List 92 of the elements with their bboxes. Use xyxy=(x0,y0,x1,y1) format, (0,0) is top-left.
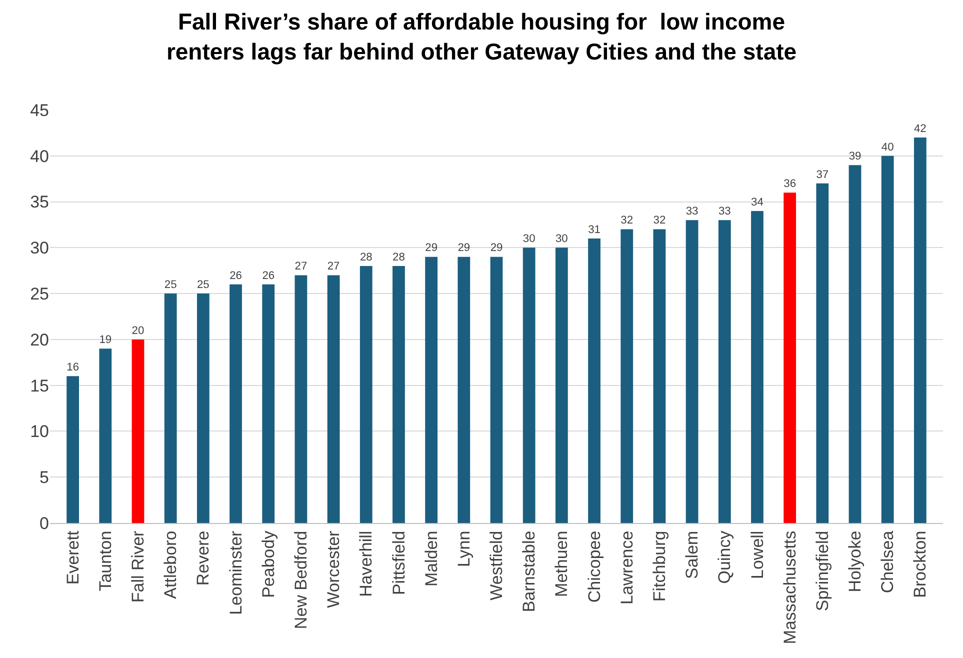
data-label: 34 xyxy=(751,196,764,208)
data-label: 30 xyxy=(556,233,568,246)
data-label: 16 xyxy=(66,362,80,374)
bar xyxy=(196,294,210,523)
bar xyxy=(392,266,405,523)
data-label: 27 xyxy=(327,260,340,273)
data-label: 40 xyxy=(881,141,894,154)
x-tick-label: Pittsfield xyxy=(389,530,408,596)
x-tick-label: Lowell xyxy=(748,530,767,580)
x-tick-label: Holyoke xyxy=(846,530,865,592)
data-label: 28 xyxy=(392,251,405,264)
x-tick-label: Malden xyxy=(422,530,441,587)
data-label: 37 xyxy=(816,168,829,181)
x-tick-label: Revere xyxy=(194,530,213,586)
x-tick-label: Everett xyxy=(63,530,82,585)
bar xyxy=(881,156,894,523)
bar xyxy=(360,266,372,523)
data-label: 42 xyxy=(914,122,926,135)
y-tick-label: 35 xyxy=(30,192,49,212)
x-tick-label: Haverhill xyxy=(356,530,376,597)
x-tick-label: Leominster xyxy=(226,530,246,615)
bar xyxy=(914,138,926,523)
x-tick-label: Massachusetts xyxy=(780,530,800,644)
y-tick-label: 5 xyxy=(40,468,49,488)
bar xyxy=(99,348,112,523)
y-tick-label: 30 xyxy=(30,238,49,258)
data-label: 33 xyxy=(686,206,698,218)
bar xyxy=(848,165,862,523)
x-tick-label: Methuen xyxy=(552,530,572,597)
y-tick-label: 10 xyxy=(30,422,49,442)
x-tick-label: Brockton xyxy=(910,530,930,598)
data-label: 39 xyxy=(848,150,862,162)
y-tick-label: 25 xyxy=(30,284,49,304)
x-tick-label: Quincy xyxy=(715,530,734,584)
bar xyxy=(686,220,698,523)
bar xyxy=(718,220,731,523)
bar xyxy=(294,275,308,523)
data-label: 31 xyxy=(588,224,600,236)
bar xyxy=(230,284,242,523)
data-label: 36 xyxy=(784,178,796,190)
x-tick-label: Attleboro xyxy=(161,530,180,599)
bar xyxy=(66,376,80,523)
bar xyxy=(164,294,177,523)
data-label: 29 xyxy=(490,242,503,254)
bar xyxy=(490,256,503,523)
bar xyxy=(588,238,600,523)
bar xyxy=(653,229,666,523)
y-tick-label: 20 xyxy=(30,330,49,350)
x-tick-label: Chicopee xyxy=(584,530,604,603)
bar xyxy=(555,248,568,523)
data-label: 20 xyxy=(132,324,144,337)
bar xyxy=(425,256,438,523)
bar xyxy=(751,210,764,523)
data-label: 32 xyxy=(620,214,634,227)
data-label: 27 xyxy=(294,260,308,273)
data-label: 29 xyxy=(425,242,438,254)
data-label: 33 xyxy=(718,206,731,218)
data-label: 25 xyxy=(164,278,177,291)
data-label: 28 xyxy=(360,251,372,264)
y-tick-label: 45 xyxy=(30,100,49,120)
data-label: 25 xyxy=(197,278,210,291)
data-label: 26 xyxy=(230,270,242,282)
bar xyxy=(816,183,829,523)
bar xyxy=(458,256,470,523)
data-label: 32 xyxy=(653,214,666,227)
bar xyxy=(132,339,144,523)
bar xyxy=(327,275,340,523)
data-label: 26 xyxy=(262,270,275,282)
x-tick-label: Fitchburg xyxy=(650,530,669,602)
x-tick-label: Salem xyxy=(682,530,702,579)
x-tick-label: New Bedford xyxy=(291,530,310,630)
bar xyxy=(620,229,634,523)
y-tick-label: 15 xyxy=(30,376,49,396)
x-tick-label: Springfield xyxy=(812,530,832,612)
y-tick-label: 40 xyxy=(30,146,49,166)
x-tick-label: Taunton xyxy=(96,530,115,592)
x-tick-label: Westfield xyxy=(487,530,506,600)
x-tick-label: Fall River xyxy=(128,530,148,603)
bar xyxy=(784,192,796,523)
x-tick-label: Peabody xyxy=(258,530,278,598)
bar xyxy=(522,248,536,523)
data-label: 30 xyxy=(522,233,536,246)
x-tick-label: Worcester xyxy=(324,530,344,608)
chart-title: Fall River’s share of affordable housing for low income renters lags far behind other Gateway Cities and the state xyxy=(166,8,797,65)
x-tick-label: Lynn xyxy=(454,530,474,568)
bar xyxy=(262,284,275,523)
x-tick-label: Barnstable xyxy=(520,530,539,612)
data-label: 19 xyxy=(99,334,112,346)
y-tick-label: 0 xyxy=(40,514,49,533)
x-tick-label: Lawrence xyxy=(617,530,636,605)
data-label: 29 xyxy=(458,242,470,254)
x-tick-label: Chelsea xyxy=(878,530,898,594)
